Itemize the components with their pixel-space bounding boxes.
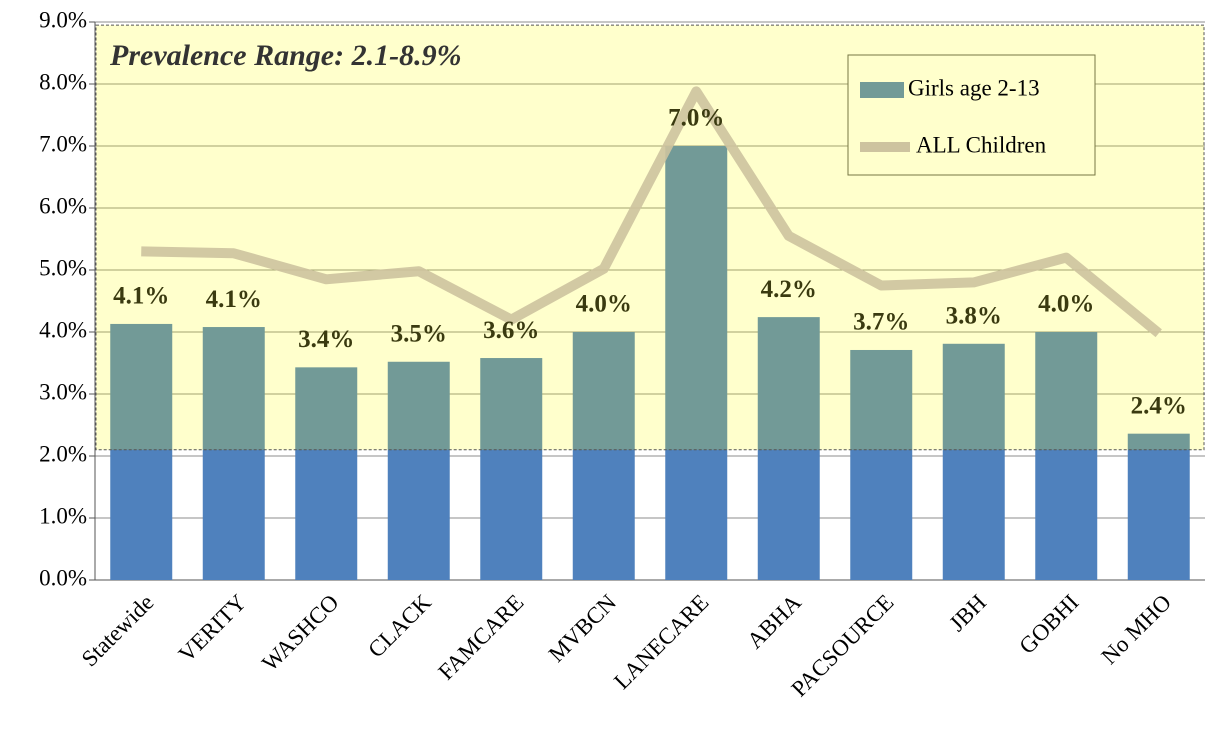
y-tick-label: 8.0% bbox=[39, 69, 87, 94]
bar bbox=[1035, 332, 1098, 580]
bar bbox=[110, 323, 173, 580]
legend-label: Girls age 2-13 bbox=[908, 75, 1040, 100]
y-tick-label: 3.0% bbox=[39, 379, 87, 404]
value-label: 4.0% bbox=[576, 291, 632, 318]
value-label: 3.6% bbox=[483, 317, 539, 344]
x-tick-label: No MHO bbox=[1096, 590, 1176, 670]
legend-box bbox=[847, 54, 1096, 176]
bar bbox=[387, 361, 450, 580]
y-tick-label: 0.0% bbox=[39, 565, 87, 590]
value-label: 3.5% bbox=[391, 320, 447, 347]
line bbox=[141, 86, 1162, 338]
y-tick-label: 2.0% bbox=[39, 441, 87, 466]
bar bbox=[850, 349, 913, 580]
x-tick-label: JBH bbox=[944, 590, 991, 637]
x-tick-label: FAMCARE bbox=[433, 590, 528, 685]
value-label: 4.2% bbox=[761, 276, 817, 303]
bar bbox=[572, 332, 635, 580]
y-tick-label: 7.0% bbox=[39, 131, 87, 156]
legend-swatch bbox=[860, 82, 904, 98]
value-label: 7.0% bbox=[668, 105, 724, 132]
y-tick-label: 4.0% bbox=[39, 317, 87, 342]
legend-label: ALL Children bbox=[916, 132, 1047, 157]
bar bbox=[1127, 433, 1190, 580]
value-label: 3.7% bbox=[853, 309, 909, 336]
bar bbox=[295, 367, 358, 580]
x-tick-label: MVBCN bbox=[544, 589, 622, 667]
x-tick-label: Statewide bbox=[77, 590, 159, 672]
value-label: 4.0% bbox=[1038, 291, 1094, 318]
x-tick-label: ABHA bbox=[742, 589, 806, 653]
bar bbox=[942, 343, 1005, 580]
value-label: 4.1% bbox=[113, 283, 169, 310]
x-tick-label: LANECARE bbox=[609, 590, 713, 694]
bar bbox=[480, 358, 543, 580]
bar bbox=[202, 327, 265, 580]
value-label: 3.8% bbox=[946, 303, 1002, 330]
y-tick-label: 6.0% bbox=[39, 193, 87, 218]
annotation: Prevalence Range: 2.1-8.9% bbox=[109, 39, 462, 72]
range-overlay bbox=[95, 24, 1205, 451]
x-tick-label: VERITY bbox=[174, 589, 252, 667]
value-label: 4.1% bbox=[206, 286, 262, 313]
x-tick-label: GOBHI bbox=[1014, 590, 1083, 659]
y-tick-label: 9.0% bbox=[39, 7, 87, 32]
y-tick-label: 1.0% bbox=[39, 503, 87, 528]
x-tick-label: WASHCO bbox=[257, 590, 343, 676]
value-label: 3.4% bbox=[298, 326, 354, 353]
bar bbox=[757, 317, 820, 580]
value-label: 2.4% bbox=[1131, 392, 1187, 419]
bar bbox=[665, 146, 728, 580]
y-tick-label: 5.0% bbox=[39, 255, 87, 280]
x-tick-label: CLACK bbox=[363, 589, 436, 662]
